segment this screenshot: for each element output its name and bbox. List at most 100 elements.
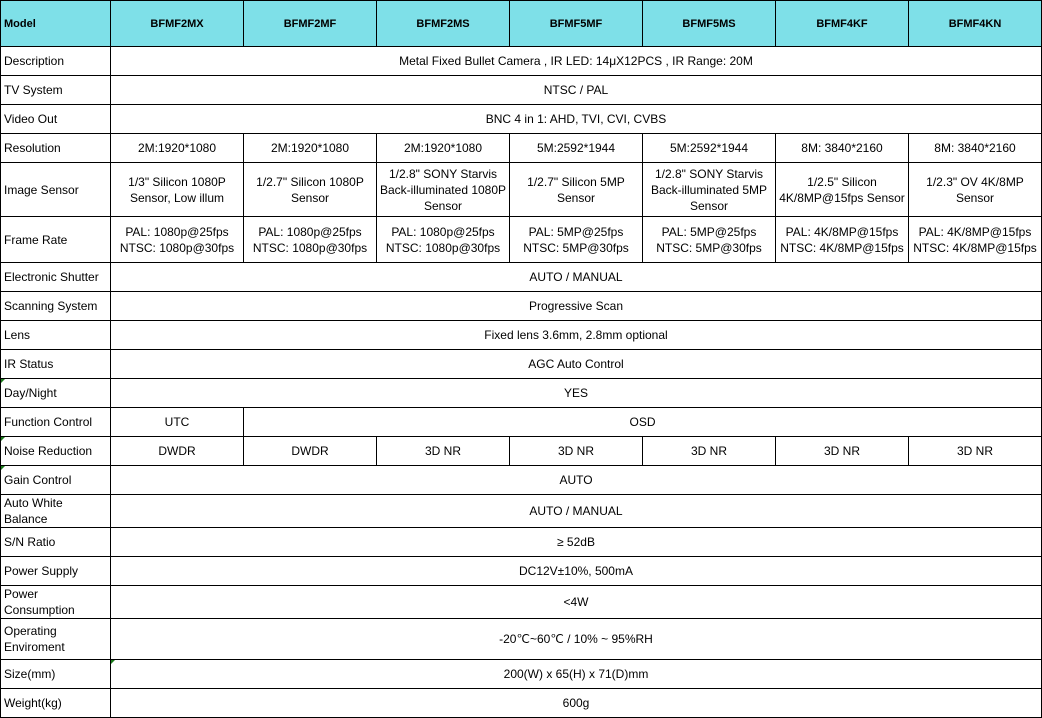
table-row: IR Status AGC Auto Control xyxy=(0,349,1042,379)
row-label: Day/Night xyxy=(0,378,111,408)
value-cell: AUTO / MANUAL xyxy=(110,494,1042,528)
value-cell: 2M:1920*1080 xyxy=(376,133,510,163)
row-label: Size(mm) xyxy=(0,659,111,689)
value-cell: DWDR xyxy=(110,436,244,466)
header-label: Model xyxy=(0,0,111,47)
table-row: Day/Night YES xyxy=(0,378,1042,408)
model-header-cell: BFMF5MS xyxy=(642,0,776,47)
cell-note-marker-icon xyxy=(1,466,5,470)
value-cell: YES xyxy=(110,378,1042,408)
row-label: Weight(kg) xyxy=(0,688,111,718)
cell-note-marker-icon xyxy=(1,379,5,383)
value-cell: 1/2.5" Silicon 4K/8MP@15fps Sensor xyxy=(775,162,909,217)
value-cell: 8M: 3840*2160 xyxy=(908,133,1042,163)
model-header-cell: BFMF4KF xyxy=(775,0,909,47)
row-label: Noise Reduction xyxy=(0,436,111,466)
model-header-cell: BFMF5MF xyxy=(509,0,643,47)
table-row: Frame Rate PAL: 1080p@25fps NTSC: 1080p@3… xyxy=(0,216,1042,263)
row-label: Electronic Shutter xyxy=(0,262,111,292)
row-label: Description xyxy=(0,46,111,76)
value-cell: AUTO / MANUAL xyxy=(110,262,1042,292)
model-header-cell: BFMF2MS xyxy=(376,0,510,47)
value-cell: UTC xyxy=(110,407,244,437)
model-header-cell: BFMF2MF xyxy=(243,0,377,47)
table-row: Description Metal Fixed Bullet Camera , I… xyxy=(0,46,1042,76)
value-cell: PAL: 1080p@25fps NTSC: 1080p@30fps xyxy=(110,216,244,263)
table-row: Resolution 2M:1920*1080 2M:1920*1080 2M:192… xyxy=(0,133,1042,163)
row-label: Operating Enviroment xyxy=(0,618,111,660)
table-row: Gain Control AUTO xyxy=(0,465,1042,495)
value-cell: ≥ 52dB xyxy=(110,527,1042,557)
cell-note-marker-icon xyxy=(1,437,5,441)
table-row: Noise Reduction DWDR DWDR 3D NR 3D NR 3D NR 3D… xyxy=(0,436,1042,466)
value-cell: AUTO xyxy=(110,465,1042,495)
value-cell: 3D NR xyxy=(908,436,1042,466)
row-label: Video Out xyxy=(0,104,111,134)
table-row: Lens Fixed lens 3.6mm, 2.8mm optional xyxy=(0,320,1042,350)
row-label: Auto White Balance xyxy=(0,494,111,528)
value-cell: BNC 4 in 1: AHD, TVI, CVI, CVBS xyxy=(110,104,1042,134)
row-label: Power Consumption xyxy=(0,585,111,619)
value-cell: NTSC / PAL xyxy=(110,75,1042,105)
value-cell: PAL: 5MP@25fps NTSC: 5MP@30fps xyxy=(509,216,643,263)
table-row: Auto White Balance AUTO / MANUAL xyxy=(0,494,1042,528)
table-row: Weight(kg) 600g xyxy=(0,688,1042,718)
row-label: S/N Ratio xyxy=(0,527,111,557)
header-row: Model BFMF2MX BFMF2MF BFMF2MS BFMF5MF BFMF5MS… xyxy=(0,0,1042,47)
row-label: Function Control xyxy=(0,407,111,437)
table-row: Function Control UTC OSD xyxy=(0,407,1042,437)
value-cell: Fixed lens 3.6mm, 2.8mm optional xyxy=(110,320,1042,350)
value-cell: 1/2.8" SONY Starvis Back-illuminated 108… xyxy=(376,162,510,217)
value-cell: PAL: 4K/8MP@15fps NTSC: 4K/8MP@15fps xyxy=(775,216,909,263)
row-label: Frame Rate xyxy=(0,216,111,263)
table-row: Power Consumption <4W xyxy=(0,585,1042,619)
value-cell: 200(W) x 65(H) x 71(D)mm xyxy=(110,659,1042,689)
value-cell: DWDR xyxy=(243,436,377,466)
row-label: Power Supply xyxy=(0,556,111,586)
value-cell: 3D NR xyxy=(509,436,643,466)
value-cell: PAL: 4K/8MP@15fps NTSC: 4K/8MP@15fps xyxy=(908,216,1042,263)
row-label: Image Sensor xyxy=(0,162,111,217)
row-label: Lens xyxy=(0,320,111,350)
value-cell: -20℃~60℃ / 10% ~ 95%RH xyxy=(110,618,1042,660)
table-row: Power Supply DC12V±10%, 500mA xyxy=(0,556,1042,586)
value-cell: PAL: 1080p@25fps NTSC: 1080p@30fps xyxy=(243,216,377,263)
table-row: Scanning System Progressive Scan xyxy=(0,291,1042,321)
row-label: TV System xyxy=(0,75,111,105)
table-row: Size(mm) 200(W) x 65(H) x 71(D)mm xyxy=(0,659,1042,689)
value-cell: <4W xyxy=(110,585,1042,619)
row-label: Resolution xyxy=(0,133,111,163)
value-cell: PAL: 5MP@25fps NTSC: 5MP@30fps xyxy=(642,216,776,263)
row-label: IR Status xyxy=(0,349,111,379)
row-label: Gain Control xyxy=(0,465,111,495)
value-cell: 3D NR xyxy=(642,436,776,466)
value-cell: Progressive Scan xyxy=(110,291,1042,321)
model-header-cell: BFMF4KN xyxy=(908,0,1042,47)
model-header-cell: BFMF2MX xyxy=(110,0,244,47)
value-cell: 2M:1920*1080 xyxy=(243,133,377,163)
value-cell: Metal Fixed Bullet Camera , IR LED: 14μX… xyxy=(110,46,1042,76)
value-cell: 2M:1920*1080 xyxy=(110,133,244,163)
value-cell: 1/2.7" Silicon 1080P Sensor xyxy=(243,162,377,217)
value-cell: 1/3" Silicon 1080P Sensor, Low illum xyxy=(110,162,244,217)
table-row: Operating Enviroment -20℃~60℃ / 10% ~ 95%… xyxy=(0,618,1042,660)
value-cell: 1/2.8" SONY Starvis Back-illuminated 5MP… xyxy=(642,162,776,217)
value-cell: DC12V±10%, 500mA xyxy=(110,556,1042,586)
row-label: Scanning System xyxy=(0,291,111,321)
value-cell: 1/2.3" OV 4K/8MP Sensor xyxy=(908,162,1042,217)
value-cell: 5M:2592*1944 xyxy=(509,133,643,163)
table-row: Image Sensor 1/3" Silicon 1080P Sensor, L… xyxy=(0,162,1042,217)
table-row: Video Out BNC 4 in 1: AHD, TVI, CVI, CVBS xyxy=(0,104,1042,134)
value-cell: AGC Auto Control xyxy=(110,349,1042,379)
value-cell: 3D NR xyxy=(376,436,510,466)
cell-note-marker-icon xyxy=(111,660,115,664)
value-cell: 1/2.7" Silicon 5MP Sensor xyxy=(509,162,643,217)
value-cell: 8M: 3840*2160 xyxy=(775,133,909,163)
table-row: Electronic Shutter AUTO / MANUAL xyxy=(0,262,1042,292)
table-row: S/N Ratio ≥ 52dB xyxy=(0,527,1042,557)
table-row: TV System NTSC / PAL xyxy=(0,75,1042,105)
value-cell: OSD xyxy=(243,407,1042,437)
value-cell: 3D NR xyxy=(775,436,909,466)
value-cell: PAL: 1080p@25fps NTSC: 1080p@30fps xyxy=(376,216,510,263)
